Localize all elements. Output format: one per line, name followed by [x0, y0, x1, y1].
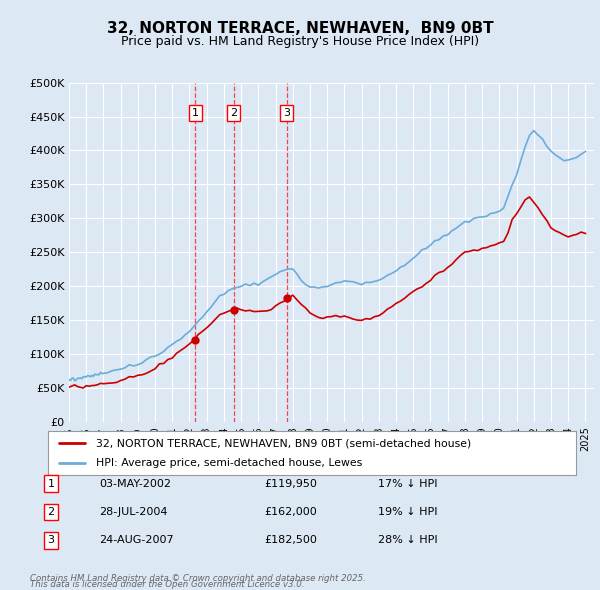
Text: HPI: Average price, semi-detached house, Lewes: HPI: Average price, semi-detached house,…	[95, 458, 362, 467]
Text: 3: 3	[47, 536, 55, 545]
Text: 2: 2	[47, 507, 55, 517]
Text: 32, NORTON TERRACE, NEWHAVEN, BN9 0BT (semi-detached house): 32, NORTON TERRACE, NEWHAVEN, BN9 0BT (s…	[95, 438, 471, 448]
Text: 17% ↓ HPI: 17% ↓ HPI	[378, 479, 437, 489]
Text: 24-AUG-2007: 24-AUG-2007	[99, 536, 173, 545]
Text: 1: 1	[47, 479, 55, 489]
Text: 1: 1	[192, 108, 199, 118]
Text: £182,500: £182,500	[264, 536, 317, 545]
Text: 03-MAY-2002: 03-MAY-2002	[99, 479, 171, 489]
Text: This data is licensed under the Open Government Licence v3.0.: This data is licensed under the Open Gov…	[30, 580, 305, 589]
Text: £119,950: £119,950	[264, 479, 317, 489]
Text: 32, NORTON TERRACE, NEWHAVEN,  BN9 0BT: 32, NORTON TERRACE, NEWHAVEN, BN9 0BT	[107, 21, 493, 35]
Text: 3: 3	[283, 108, 290, 118]
Text: 28% ↓ HPI: 28% ↓ HPI	[378, 536, 437, 545]
Text: Price paid vs. HM Land Registry's House Price Index (HPI): Price paid vs. HM Land Registry's House …	[121, 35, 479, 48]
Text: 2: 2	[230, 108, 237, 118]
Text: Contains HM Land Registry data © Crown copyright and database right 2025.: Contains HM Land Registry data © Crown c…	[30, 574, 366, 583]
Text: 28-JUL-2004: 28-JUL-2004	[99, 507, 167, 517]
Text: 19% ↓ HPI: 19% ↓ HPI	[378, 507, 437, 517]
Text: £162,000: £162,000	[264, 507, 317, 517]
